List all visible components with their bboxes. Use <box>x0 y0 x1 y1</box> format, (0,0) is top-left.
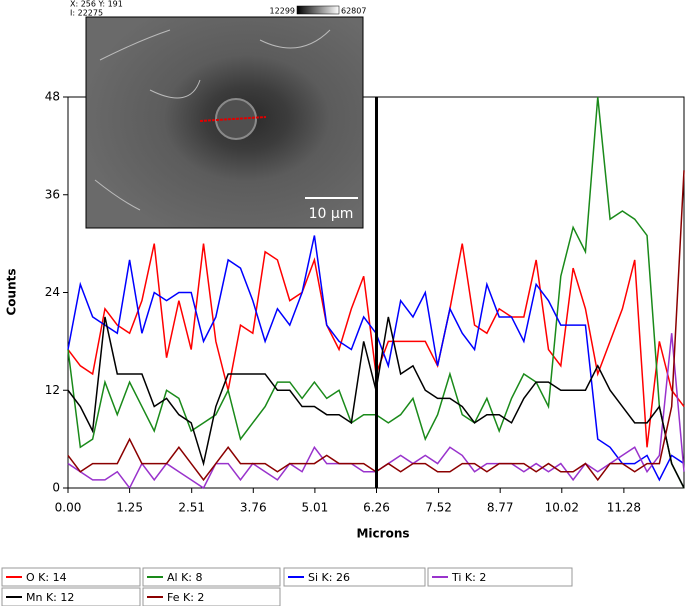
legend-box <box>1 567 141 587</box>
y-tick-label: 36 <box>45 187 60 201</box>
legend-box <box>142 567 281 587</box>
legend-label: Si K: 26 <box>308 571 350 584</box>
x-axis-label: Microns <box>356 527 409 541</box>
legend-box <box>427 567 573 587</box>
y-tick-label: 0 <box>52 481 60 495</box>
sem-inset: 10 µm X: 256 Y: 191 I: 22275 12299 62807 <box>70 0 366 229</box>
legend-box <box>283 567 426 587</box>
legend-label: Mn K: 12 <box>26 591 74 604</box>
cursor-position: X: 256 Y: 191 <box>70 0 123 9</box>
y-tick-label: 12 <box>45 383 60 397</box>
legend-label: Ti K: 2 <box>451 571 486 584</box>
series-layer <box>67 96 685 490</box>
legend-label: O K: 14 <box>26 571 67 584</box>
x-tick-label: 8.77 <box>487 501 514 515</box>
legend-box <box>142 587 281 606</box>
x-tick-label: 1.25 <box>116 501 143 515</box>
scan-line <box>199 116 267 122</box>
sem-texture <box>94 29 331 211</box>
x-tick-label: 3.76 <box>240 501 267 515</box>
x-tick-label: 7.52 <box>425 501 452 515</box>
y-axis-label: Counts <box>5 268 19 315</box>
legend-label: Al K: 8 <box>167 571 203 584</box>
legend-box <box>1 587 141 606</box>
x-tick-label: 11.28 <box>607 501 641 515</box>
legend-label: Fe K: 2 <box>167 591 204 604</box>
color-bar-min: 12299 <box>270 7 295 16</box>
x-tick-label: 10.02 <box>545 501 579 515</box>
x-tick-label: 0.00 <box>55 501 82 515</box>
y-tick-label: 24 <box>45 285 60 299</box>
cursor-intensity: I: 22275 <box>70 9 103 18</box>
y-tick-label: 48 <box>45 90 60 104</box>
x-tick-label: 2.51 <box>178 501 205 515</box>
color-bar-max: 62807 <box>341 7 366 16</box>
color-bar <box>296 5 340 15</box>
scale-bar-label: 10 µm <box>309 206 354 222</box>
x-tick-label: 5.01 <box>302 501 329 515</box>
x-tick-label: 6.26 <box>363 501 390 515</box>
